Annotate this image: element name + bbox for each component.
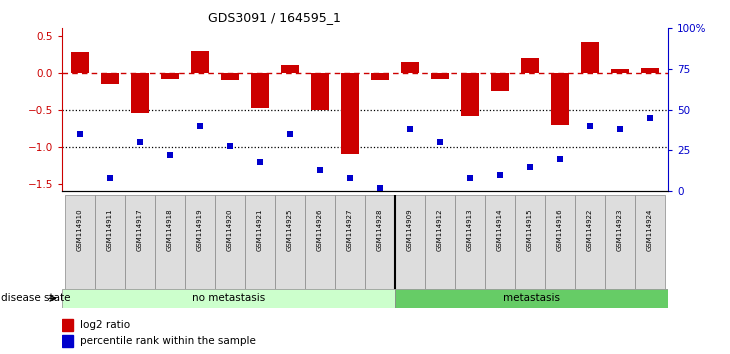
Bar (62, 319, 73, 331)
Bar (311, 73, 329, 110)
Point (434, 139, 446, 145)
Bar (396, 289, 668, 308)
Point (644, 115, 656, 121)
Text: GSM114918: GSM114918 (167, 209, 173, 251)
Bar (605, 195, 635, 289)
Point (494, 172, 506, 178)
Bar (275, 195, 305, 289)
Point (164, 153, 176, 158)
Text: GSM114913: GSM114913 (467, 209, 473, 251)
Bar (65, 195, 95, 289)
Text: GSM114924: GSM114924 (647, 209, 653, 251)
Text: GSM114912: GSM114912 (437, 209, 443, 251)
Text: GSM114914: GSM114914 (497, 209, 503, 251)
Bar (515, 195, 545, 289)
Bar (581, 42, 599, 73)
Text: GSM114921: GSM114921 (257, 209, 263, 251)
Text: no metastasis: no metastasis (192, 293, 265, 303)
Bar (251, 73, 269, 108)
Text: GSM114922: GSM114922 (587, 209, 593, 251)
Bar (431, 73, 449, 79)
Bar (401, 62, 419, 73)
Point (224, 143, 236, 148)
Text: GSM114917: GSM114917 (137, 209, 143, 251)
Bar (185, 195, 215, 289)
Bar (95, 195, 125, 289)
Text: GSM114927: GSM114927 (347, 209, 353, 251)
Point (314, 167, 326, 173)
Bar (281, 65, 299, 73)
Text: GSM114911: GSM114911 (107, 209, 113, 251)
Bar (161, 73, 179, 79)
Text: GSM114928: GSM114928 (377, 209, 383, 251)
Text: GSM114919: GSM114919 (197, 209, 203, 251)
Bar (341, 73, 359, 154)
Bar (335, 195, 365, 289)
Bar (101, 73, 119, 84)
Point (614, 126, 626, 132)
Bar (305, 195, 335, 289)
Point (344, 175, 356, 181)
Bar (191, 51, 209, 73)
Bar (485, 195, 515, 289)
Text: GSM114925: GSM114925 (287, 209, 293, 251)
Bar (611, 69, 629, 73)
Point (74, 131, 86, 137)
Point (104, 175, 116, 181)
Point (584, 123, 596, 129)
Point (254, 159, 266, 165)
Bar (155, 195, 185, 289)
Bar (71, 52, 89, 73)
Point (284, 131, 296, 137)
Bar (245, 195, 275, 289)
Text: GSM114909: GSM114909 (407, 209, 413, 251)
Text: percentile rank within the sample: percentile rank within the sample (80, 336, 256, 346)
Bar (461, 73, 479, 116)
Point (404, 126, 416, 132)
Bar (455, 195, 485, 289)
Text: GSM114923: GSM114923 (617, 209, 623, 251)
Bar (635, 195, 665, 289)
Bar (491, 73, 509, 91)
Bar (371, 73, 389, 80)
Text: disease state: disease state (1, 293, 70, 303)
Text: metastasis: metastasis (503, 293, 560, 303)
Bar (641, 68, 659, 73)
Point (554, 156, 566, 161)
Bar (545, 195, 575, 289)
Bar (62, 289, 396, 308)
Bar (131, 73, 149, 113)
Bar (215, 195, 245, 289)
Bar (395, 195, 425, 289)
Text: GSM114910: GSM114910 (77, 209, 83, 251)
Bar (365, 195, 395, 289)
Bar (425, 195, 455, 289)
Text: GSM114916: GSM114916 (557, 209, 563, 251)
Point (134, 139, 146, 145)
Point (524, 164, 536, 170)
Point (374, 185, 386, 191)
Bar (521, 58, 539, 73)
Text: log2 ratio: log2 ratio (80, 320, 131, 330)
Bar (62, 336, 73, 347)
Point (194, 123, 206, 129)
Text: GSM114926: GSM114926 (317, 209, 323, 251)
Bar (125, 195, 155, 289)
Text: GSM114920: GSM114920 (227, 209, 233, 251)
Point (464, 175, 476, 181)
Bar (221, 73, 239, 80)
Text: GSM114915: GSM114915 (527, 209, 533, 251)
Bar (575, 195, 605, 289)
Text: GDS3091 / 164595_1: GDS3091 / 164595_1 (207, 11, 341, 24)
Bar (551, 73, 569, 125)
